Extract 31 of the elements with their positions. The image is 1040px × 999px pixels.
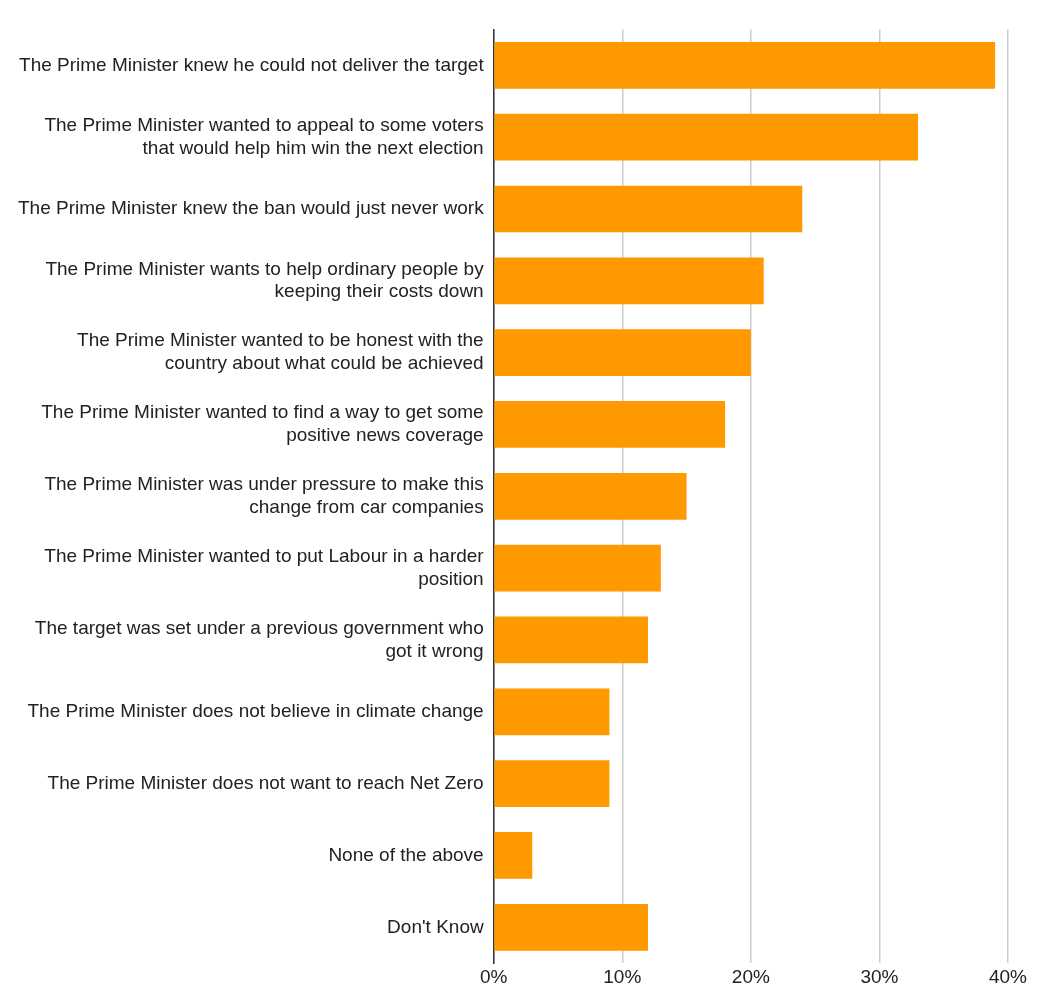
- y-tick-label: The target was set under a previous government who got it wrong: [34, 616, 484, 661]
- x-tick-label: 10%: [603, 965, 642, 987]
- bar: [494, 113, 918, 161]
- y-tick-label: The Prime Minister knew the ban would just never work: [17, 197, 485, 219]
- y-tick-label: The Prime Minister wanted to appeal to some voters that would help him win the next election: [44, 113, 484, 158]
- bar: [494, 257, 764, 305]
- y-tick-label: The Prime Minister does not want to reach Net Zero: [47, 771, 484, 793]
- bar: [494, 544, 661, 592]
- x-tick-label: 40%: [988, 965, 1028, 987]
- y-tick-label: The Prime Minister was under pressure to make this change from car companies: [44, 473, 484, 517]
- x-tick-label: 0%: [479, 965, 508, 987]
- bar: [494, 688, 610, 736]
- y-tick-label: The Prime Minister wanted to find a way to get some positive news coverage: [41, 401, 484, 446]
- y-tick-label: Don't Know: [387, 915, 484, 937]
- x-tick-label: 30%: [860, 965, 899, 987]
- bar: [494, 329, 751, 376]
- bar: [494, 401, 726, 448]
- bar: [494, 832, 533, 879]
- bar: [494, 41, 996, 89]
- x-tick-label: 20%: [731, 965, 770, 987]
- y-tick-label: The Prime Minister wanted to put Labour in a harder position: [44, 544, 485, 589]
- bar: [494, 903, 648, 951]
- y-tick-label: The Prime Minister wanted to be honest with the country about what could be achieved: [77, 329, 484, 374]
- bar: [494, 616, 648, 664]
- bar: [494, 185, 803, 233]
- y-tick-label: The Prime Minister wants to help ordinary people by keeping their costs down: [45, 257, 485, 302]
- bar: [494, 472, 687, 520]
- y-tick-label: The Prime Minister knew he could not deliver the target: [19, 53, 485, 75]
- y-tick-label: None of the above: [328, 843, 484, 865]
- bar: [494, 760, 610, 807]
- y-tick-label: The Prime Minister does not believe in climate change: [27, 700, 484, 722]
